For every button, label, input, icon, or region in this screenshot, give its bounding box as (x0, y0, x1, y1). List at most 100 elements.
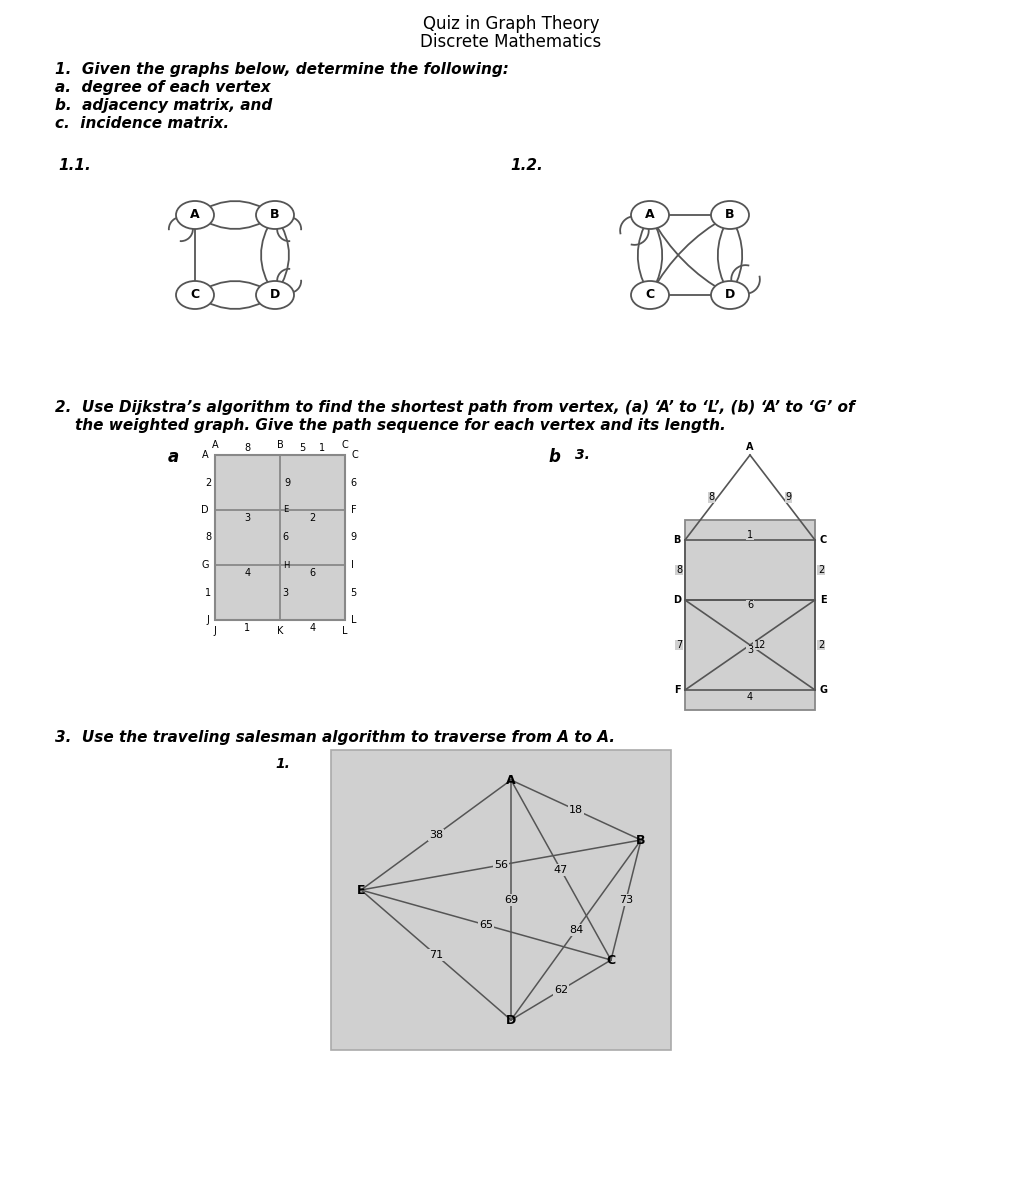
Text: C: C (820, 535, 827, 545)
Text: Quiz in Graph Theory: Quiz in Graph Theory (423, 14, 599, 32)
Text: G: G (201, 560, 209, 570)
Text: J: J (206, 614, 209, 625)
Text: 5: 5 (350, 588, 356, 598)
Text: 7: 7 (676, 640, 682, 650)
Ellipse shape (176, 281, 214, 308)
Text: 3.  Use the traveling salesman algorithm to traverse from A to A.: 3. Use the traveling salesman algorithm … (55, 730, 615, 745)
Text: 1: 1 (205, 588, 211, 598)
Text: C: C (342, 440, 348, 450)
Text: Discrete Mathematics: Discrete Mathematics (421, 32, 601, 50)
Text: 1: 1 (244, 623, 250, 634)
Text: E: E (820, 595, 826, 605)
Text: 4: 4 (244, 568, 250, 578)
Text: E: E (356, 883, 366, 896)
Text: a: a (168, 448, 180, 466)
Text: 6: 6 (309, 568, 315, 578)
Text: E: E (283, 505, 288, 515)
Text: 1: 1 (747, 530, 753, 540)
Text: 2: 2 (818, 565, 824, 575)
Bar (685, 520, 815, 710)
Text: 8: 8 (676, 565, 682, 575)
Text: 47: 47 (553, 865, 568, 875)
Text: B: B (673, 535, 681, 545)
Text: 4: 4 (309, 623, 315, 634)
Text: L: L (351, 614, 356, 625)
Ellipse shape (176, 200, 214, 229)
Text: D: D (725, 288, 735, 301)
Text: 1.: 1. (275, 757, 290, 770)
Text: b.  adjacency matrix, and: b. adjacency matrix, and (55, 98, 273, 113)
Text: 3: 3 (747, 646, 753, 655)
Text: I: I (351, 560, 354, 570)
Ellipse shape (256, 281, 294, 308)
Text: H: H (283, 560, 289, 570)
Text: J: J (213, 626, 216, 636)
Text: 38: 38 (429, 830, 443, 840)
Text: B: B (725, 209, 735, 222)
Text: D: D (673, 595, 681, 605)
Text: 2.  Use Dijkstra’s algorithm to find the shortest path from vertex, (a) ‘A’ to ‘: 2. Use Dijkstra’s algorithm to find the … (55, 400, 855, 415)
Text: G: G (819, 685, 827, 695)
Ellipse shape (711, 281, 749, 308)
Text: K: K (277, 626, 283, 636)
Ellipse shape (631, 200, 669, 229)
Text: 9: 9 (350, 533, 356, 542)
Bar (331, 750, 671, 1050)
Text: D: D (270, 288, 280, 301)
Text: 2: 2 (309, 514, 315, 523)
Text: 2: 2 (205, 478, 211, 487)
Text: 1.2.: 1.2. (510, 158, 543, 173)
Text: 3: 3 (282, 588, 288, 598)
Text: 9: 9 (785, 492, 791, 503)
Text: 69: 69 (504, 895, 518, 905)
Text: F: F (351, 505, 356, 515)
Ellipse shape (256, 200, 294, 229)
Bar (215, 455, 345, 620)
Text: C: C (191, 288, 199, 301)
Text: F: F (674, 685, 680, 695)
Text: c.  incidence matrix.: c. incidence matrix. (55, 116, 229, 131)
Text: 8: 8 (709, 492, 715, 503)
Text: D: D (201, 505, 209, 515)
Text: A: A (746, 442, 753, 452)
Text: C: C (645, 288, 654, 301)
Text: L: L (342, 626, 348, 636)
Text: 1.1.: 1.1. (58, 158, 91, 173)
Text: 5: 5 (299, 443, 305, 452)
Text: A: A (506, 774, 516, 786)
Ellipse shape (631, 281, 669, 308)
Text: B: B (271, 209, 280, 222)
Text: a.  degree of each vertex: a. degree of each vertex (55, 80, 271, 95)
Text: 84: 84 (569, 925, 583, 935)
Text: the weighted graph. Give the path sequence for each vertex and its length.: the weighted graph. Give the path sequen… (75, 418, 726, 433)
Text: A: A (211, 440, 218, 450)
Text: 6: 6 (282, 533, 288, 542)
Text: 6: 6 (747, 600, 753, 610)
Text: 2: 2 (818, 640, 824, 650)
Text: 8: 8 (205, 533, 211, 542)
Text: b: b (548, 448, 560, 466)
Text: C: C (351, 450, 357, 460)
Text: A: A (202, 450, 209, 460)
Text: 73: 73 (619, 895, 633, 905)
Text: D: D (505, 1014, 517, 1026)
Text: 3: 3 (244, 514, 250, 523)
Text: 18: 18 (569, 805, 583, 815)
Text: 56: 56 (494, 860, 508, 870)
Text: 12: 12 (753, 640, 766, 650)
Text: 6: 6 (350, 478, 356, 487)
Text: B: B (636, 834, 645, 846)
Text: 4: 4 (747, 692, 753, 702)
Text: A: A (645, 209, 654, 222)
Text: 9: 9 (284, 478, 290, 487)
Text: A: A (190, 209, 200, 222)
Text: 1.  Given the graphs below, determine the following:: 1. Given the graphs below, determine the… (55, 62, 508, 77)
Text: 62: 62 (554, 985, 568, 995)
Text: 65: 65 (479, 920, 493, 930)
Text: 8: 8 (244, 443, 250, 452)
Ellipse shape (711, 200, 749, 229)
Text: 3.: 3. (575, 448, 590, 462)
Text: 1: 1 (320, 443, 326, 452)
Text: B: B (277, 440, 284, 450)
Text: 71: 71 (429, 950, 443, 960)
